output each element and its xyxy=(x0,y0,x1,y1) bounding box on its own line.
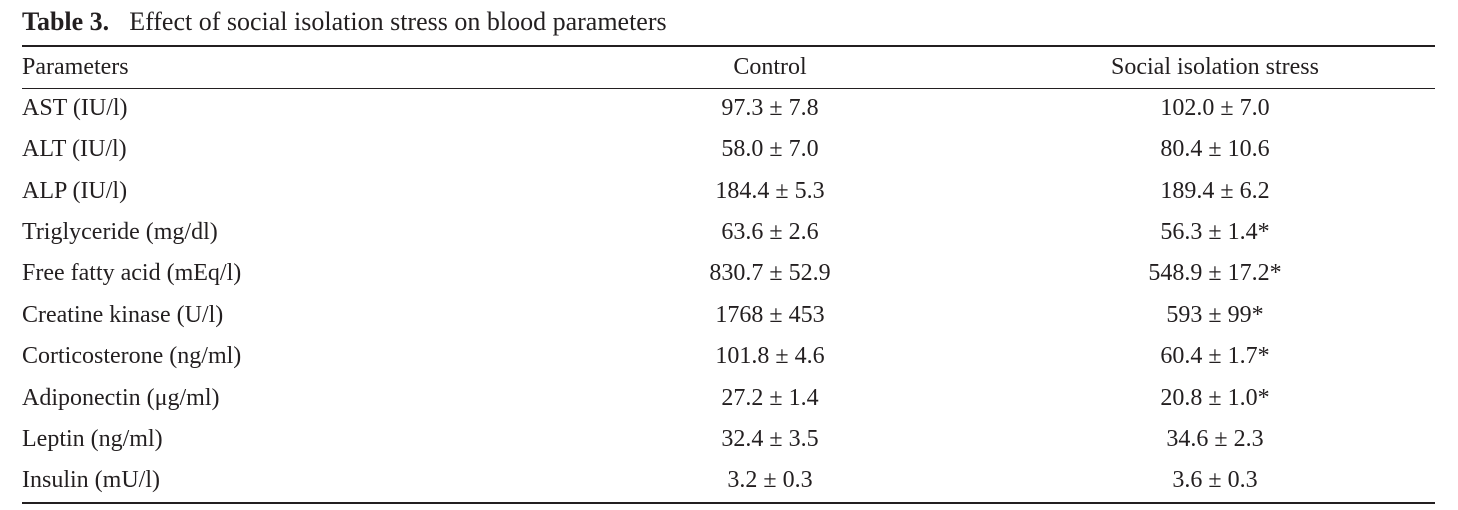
stress-cell: 60.4 ± 1.7* xyxy=(1160,343,1270,369)
stress-cell: 20.8 ± 1.0* xyxy=(1160,385,1270,411)
control-cell: 184.4 ± 5.3 xyxy=(715,178,825,204)
control-cell: 97.3 ± 7.8 xyxy=(721,95,819,121)
header-control: Control xyxy=(733,54,807,80)
header-social-isolation-stress: Social isolation stress xyxy=(1111,54,1319,80)
table-row: Adiponectin (μg/ml) 27.2 ± 1.4 20.8 ± 1.… xyxy=(0,378,1458,419)
control-cell: 1768 ± 453 xyxy=(715,302,825,328)
parameter-cell: AST (IU/l) xyxy=(22,95,128,121)
header-parameters: Parameters xyxy=(22,54,129,80)
header-rule xyxy=(22,88,1435,89)
table-number: Table 3. xyxy=(22,7,110,36)
parameter-cell: Corticosterone (ng/ml) xyxy=(22,343,242,369)
parameter-cell: Leptin (ng/ml) xyxy=(22,426,163,452)
top-rule xyxy=(22,45,1435,47)
parameter-cell: Triglyceride (mg/dl) xyxy=(22,219,218,245)
parameter-cell: ALP (IU/l) xyxy=(22,178,128,204)
stress-cell: 56.3 ± 1.4* xyxy=(1160,219,1270,245)
table-row: Triglyceride (mg/dl) 63.6 ± 2.6 56.3 ± 1… xyxy=(0,212,1458,253)
stress-cell: 548.9 ± 17.2* xyxy=(1148,260,1282,286)
parameter-cell: Adiponectin (μg/ml) xyxy=(22,385,220,411)
parameter-cell: Insulin (mU/l) xyxy=(22,467,160,493)
stress-cell: 80.4 ± 10.6 xyxy=(1160,136,1270,162)
stress-cell: 3.6 ± 0.3 xyxy=(1172,467,1258,493)
control-cell: 32.4 ± 3.5 xyxy=(721,426,819,452)
control-cell: 27.2 ± 1.4 xyxy=(721,385,819,411)
stress-cell: 593 ± 99* xyxy=(1166,302,1264,328)
control-cell: 830.7 ± 52.9 xyxy=(709,260,831,286)
table-caption: Table 3. Effect of social isolation stres… xyxy=(22,6,667,38)
control-cell: 63.6 ± 2.6 xyxy=(721,219,819,245)
table-row: ALP (IU/l) 184.4 ± 5.3 189.4 ± 6.2 xyxy=(0,171,1458,212)
stress-cell: 189.4 ± 6.2 xyxy=(1160,178,1270,204)
parameter-cell: ALT (IU/l) xyxy=(22,136,127,162)
bottom-rule xyxy=(22,502,1435,504)
table-row: Corticosterone (ng/ml) 101.8 ± 4.6 60.4 … xyxy=(0,336,1458,377)
table-row: Insulin (mU/l) 3.2 ± 0.3 3.6 ± 0.3 xyxy=(0,460,1458,501)
stress-cell: 102.0 ± 7.0 xyxy=(1160,95,1270,121)
table-row: AST (IU/l) 97.3 ± 7.8 102.0 ± 7.0 xyxy=(0,88,1458,129)
control-cell: 101.8 ± 4.6 xyxy=(715,343,825,369)
table-row: Creatine kinase (U/l) 1768 ± 453 593 ± 9… xyxy=(0,295,1458,336)
table-header-row: Parameters Control Social isolation stre… xyxy=(0,47,1458,88)
table-row: Free fatty acid (mEq/l) 830.7 ± 52.9 548… xyxy=(0,253,1458,294)
table-row: ALT (IU/l) 58.0 ± 7.0 80.4 ± 10.6 xyxy=(0,129,1458,170)
parameter-cell: Free fatty acid (mEq/l) xyxy=(22,260,242,286)
parameter-cell: Creatine kinase (U/l) xyxy=(22,302,224,328)
control-cell: 58.0 ± 7.0 xyxy=(721,136,819,162)
stress-cell: 34.6 ± 2.3 xyxy=(1166,426,1264,452)
table-title: Effect of social isolation stress on blo… xyxy=(129,7,667,36)
control-cell: 3.2 ± 0.3 xyxy=(727,467,813,493)
table-row: Leptin (ng/ml) 32.4 ± 3.5 34.6 ± 2.3 xyxy=(0,419,1458,460)
